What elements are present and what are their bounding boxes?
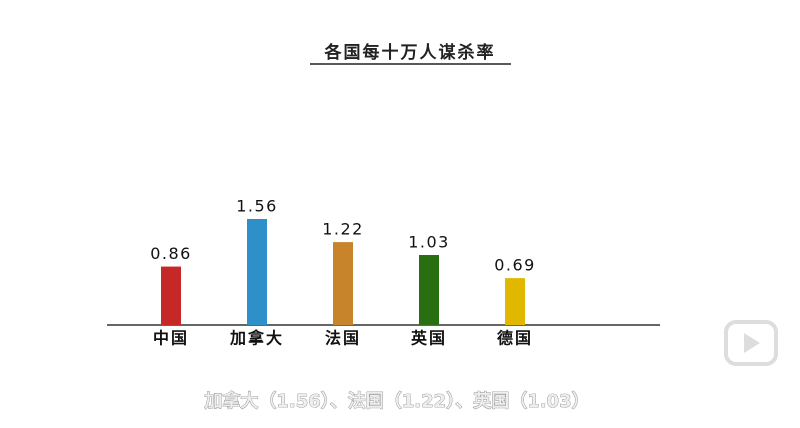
x-tick-label: 德国 [497,329,533,348]
caption: 加拿大（1.56）、法国（1.22）、英国（1.03） [203,390,589,412]
logo[interactable] [724,320,778,366]
x-tick-label: 中国 [153,329,189,348]
bar [419,255,439,325]
value-label: 1.56 [236,197,278,216]
bar [161,266,181,325]
x-tick-label: 法国 [325,329,361,348]
bar [333,242,353,325]
bar [505,278,525,325]
logo-play [744,333,760,353]
value-label: 0.86 [150,244,192,263]
chart-title: 各国每十万人谋杀率 [324,42,496,63]
bar [247,219,267,325]
x-tick-label: 加拿大 [229,329,284,348]
value-label: 1.03 [408,233,450,252]
logo-frame [724,320,778,366]
value-label: 1.22 [322,220,364,239]
value-label: 0.69 [494,256,536,275]
x-tick-label: 英国 [410,329,447,348]
